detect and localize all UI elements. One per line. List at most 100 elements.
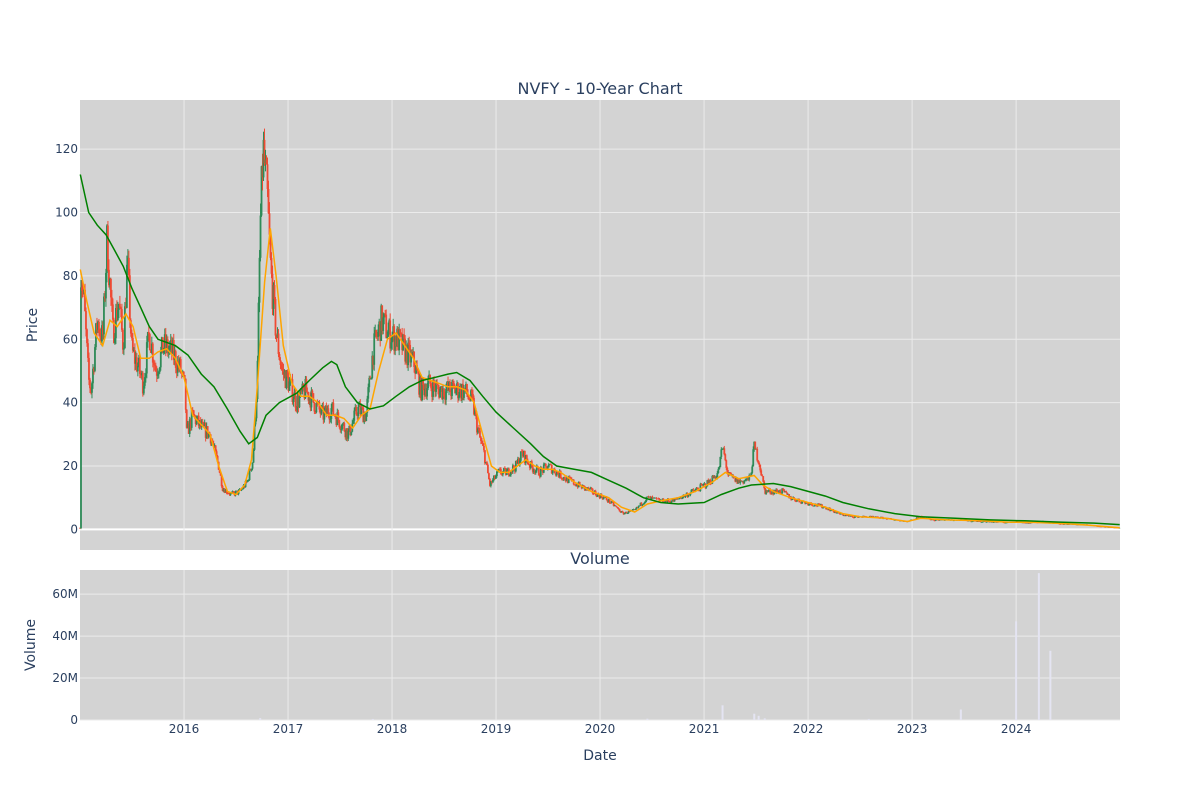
candle-body xyxy=(785,491,788,493)
candle-body xyxy=(372,355,375,365)
candle-body xyxy=(142,385,145,394)
candle-body xyxy=(633,509,636,511)
candle-body xyxy=(293,392,296,400)
candle-body xyxy=(620,511,623,513)
candle-body xyxy=(500,473,503,475)
candle-body xyxy=(309,397,312,408)
candle-body xyxy=(428,374,430,380)
candle-body xyxy=(131,338,134,351)
candle-body xyxy=(228,493,231,495)
candle-body xyxy=(404,338,407,362)
candle-body xyxy=(544,463,547,467)
candle-body xyxy=(759,464,762,471)
candle-body xyxy=(488,473,490,480)
candle-body xyxy=(498,468,501,470)
candle-body xyxy=(706,480,709,487)
candle-body xyxy=(141,372,144,394)
candle-body xyxy=(826,508,828,510)
candle-body xyxy=(605,497,608,501)
candle-body xyxy=(132,350,135,351)
candle-body xyxy=(350,431,353,436)
candle-body xyxy=(161,337,164,354)
candle-body xyxy=(848,515,850,517)
volume-y-tick-label: 20M xyxy=(52,671,78,685)
candle-body xyxy=(98,321,100,333)
candle-body xyxy=(453,383,455,387)
candle-body xyxy=(1005,522,1008,524)
candle-body xyxy=(325,406,328,414)
candle-body xyxy=(700,484,703,486)
candle-body xyxy=(218,469,221,473)
candle-body xyxy=(384,313,387,315)
candle-body xyxy=(410,353,413,363)
candle-body xyxy=(483,445,485,451)
candle-body xyxy=(454,386,456,394)
candle-body xyxy=(985,521,988,523)
candle-body xyxy=(503,468,506,469)
candle-body xyxy=(702,483,705,486)
candle-body xyxy=(312,393,315,403)
candle-body xyxy=(543,463,546,465)
candle-body xyxy=(122,348,125,350)
long-moving-average-line xyxy=(79,174,1120,526)
candle-body xyxy=(125,264,128,308)
candle-body xyxy=(363,413,366,423)
candle-body xyxy=(224,489,227,493)
candle-body xyxy=(842,514,844,516)
candle-body xyxy=(778,490,781,494)
candle-body xyxy=(345,428,348,438)
candle-body xyxy=(932,519,935,521)
candle-body xyxy=(504,468,507,475)
candle-body xyxy=(674,498,677,500)
candle-body xyxy=(752,449,755,467)
volume-y-tick-label: 60M xyxy=(52,587,78,601)
candle-body xyxy=(735,477,738,482)
candle-body xyxy=(440,386,442,390)
candle-body xyxy=(222,489,225,491)
candle-body xyxy=(422,378,424,385)
candle-body xyxy=(602,496,605,500)
candle-body xyxy=(249,469,252,471)
candle-body xyxy=(1059,523,1062,525)
x-tick-label: 2022 xyxy=(793,722,824,736)
candle-body xyxy=(564,479,567,482)
candle-body xyxy=(767,490,770,492)
candle-body xyxy=(870,516,872,517)
candle-body xyxy=(612,502,615,506)
candle-body xyxy=(787,494,790,495)
candle-body xyxy=(284,371,287,389)
candle-body xyxy=(707,480,710,484)
candle-body xyxy=(933,520,936,522)
candle-body xyxy=(676,498,679,500)
candle-body xyxy=(696,488,699,490)
candle-body xyxy=(262,139,265,178)
candle-body xyxy=(835,511,837,514)
candle-body xyxy=(970,521,973,523)
candle-body xyxy=(652,497,655,499)
candle-body xyxy=(411,353,414,356)
candle-body xyxy=(575,484,578,487)
candle-body xyxy=(837,512,839,514)
candle-body xyxy=(252,449,255,463)
candle-body xyxy=(609,502,612,504)
candle-body xyxy=(403,334,406,339)
candle-body xyxy=(1063,523,1066,525)
candle-body xyxy=(202,422,205,427)
candle-body xyxy=(625,511,628,514)
candle-body xyxy=(367,387,370,399)
candle-body xyxy=(286,370,289,377)
candle-body xyxy=(556,471,559,474)
candle-body xyxy=(420,376,423,401)
candle-body xyxy=(292,399,295,403)
candle-body xyxy=(849,515,851,517)
candle-body xyxy=(746,477,749,479)
candle-body xyxy=(764,487,767,494)
candle-body xyxy=(607,499,610,502)
candle-body xyxy=(549,464,552,466)
candle-body xyxy=(650,496,653,499)
candle-body xyxy=(761,475,764,477)
volume-x-tick-labels: 2016 2017 2018 2019 2020 2021 2022 2023 2024 xyxy=(169,722,1032,736)
candle-body xyxy=(840,513,842,515)
candle-body xyxy=(381,305,384,331)
x-tick-label: 2021 xyxy=(689,722,720,736)
